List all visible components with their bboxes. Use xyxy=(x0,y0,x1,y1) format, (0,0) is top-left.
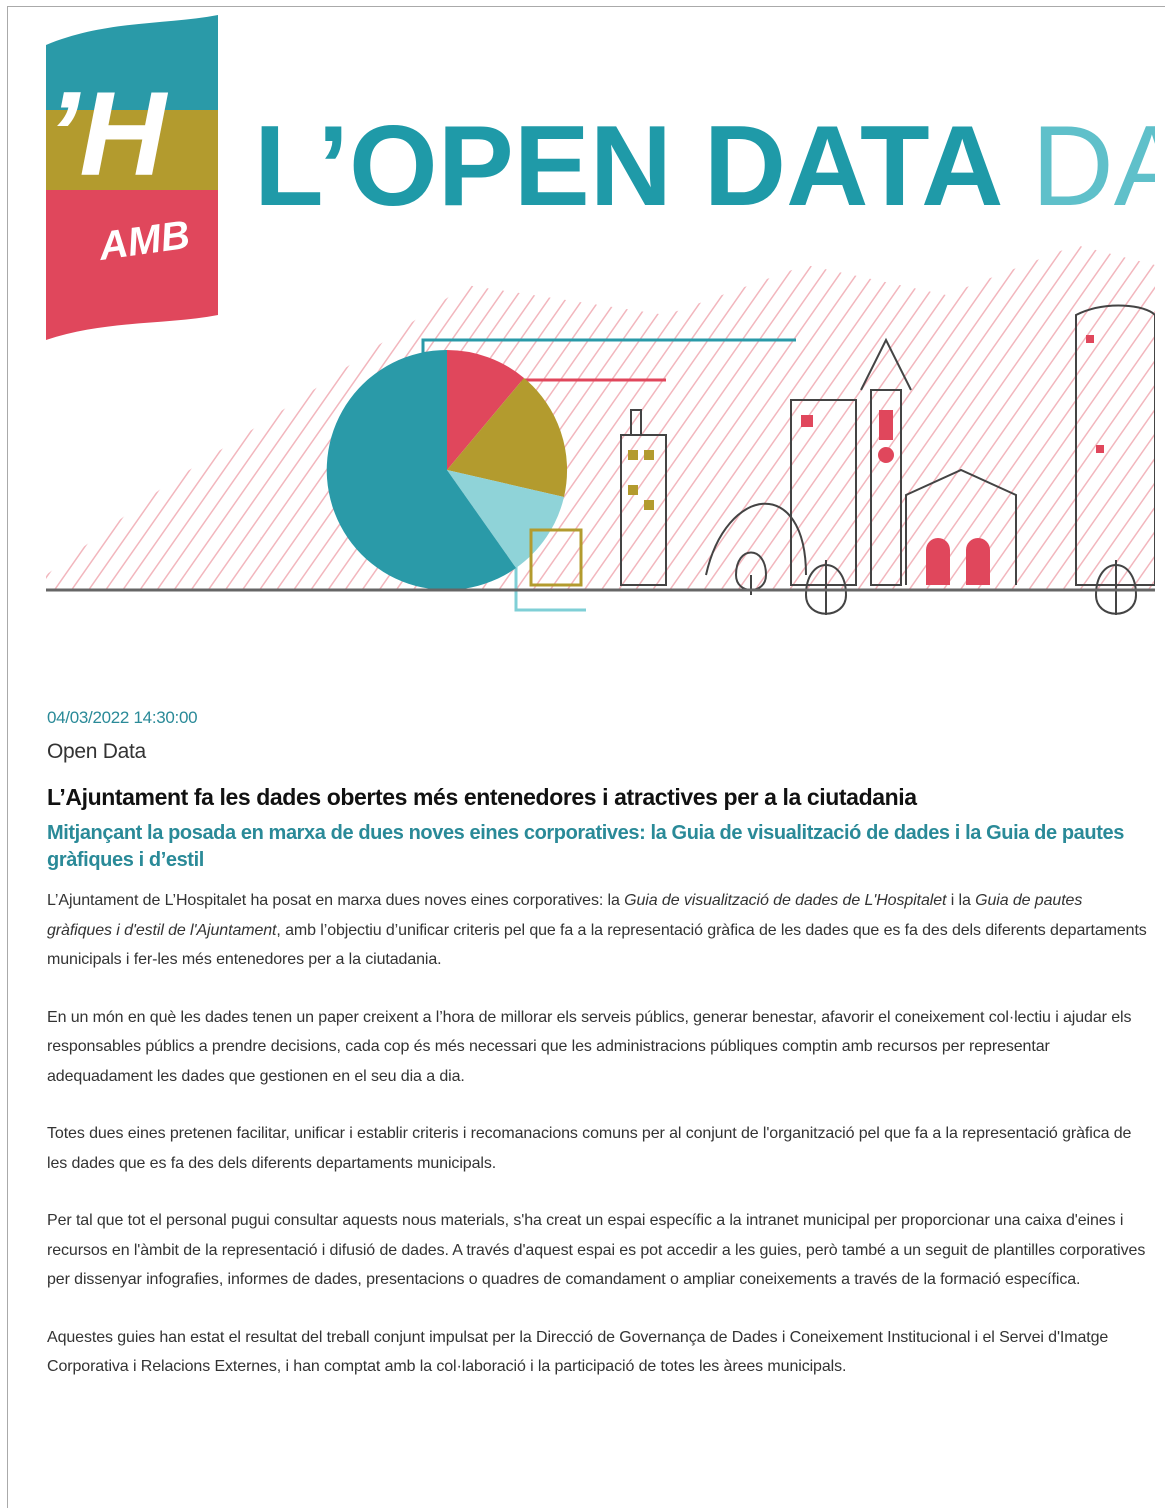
paragraph: En un món en què les dades tenen un pape… xyxy=(47,1003,1147,1092)
paragraph: Per tal que tot el personal pugui consul… xyxy=(47,1206,1147,1295)
date: 04/03/2022 14:30:00 xyxy=(47,708,198,727)
paragraph: Aquestes guies han estat el resultat del… xyxy=(47,1323,1147,1382)
text: , amb l’objectiu d’unificar criteris pel… xyxy=(47,921,1147,969)
text: En un món en què les dades tenen un pape… xyxy=(47,1008,1132,1085)
text: Totes dues eines pretenen facilitar, uni… xyxy=(47,1125,1132,1172)
paragraph: L’Ajuntament de L’Hospitalet ha posat en… xyxy=(47,886,1147,975)
text: i la xyxy=(946,892,976,909)
category: Open Data xyxy=(47,740,146,763)
logo-mark: ’H xyxy=(46,67,168,201)
article: 04/03/2022 14:30:00 Open Data L’Ajuntame… xyxy=(47,704,1147,1410)
article-body: L’Ajuntament de L’Hospitalet ha posat en… xyxy=(47,886,1147,1382)
article-title: L’Ajuntament fa les dades obertes més en… xyxy=(47,784,917,810)
banner-title: L’OPEN DATADAY xyxy=(254,103,1155,230)
italic-text: Guia de visualització de dades de L'Hosp… xyxy=(624,892,947,909)
text: Aquestes guies han estat el resultat del… xyxy=(47,1328,1109,1376)
frame xyxy=(7,6,1165,1508)
banner-title-light: DAY xyxy=(1031,103,1155,230)
text: Per tal que tot el personal pugui consul… xyxy=(47,1212,1146,1288)
paragraph: Totes dues eines pretenen facilitar, uni… xyxy=(47,1119,1147,1178)
banner-image: ’H AMB L’OPEN DATADAY xyxy=(46,15,1155,615)
italic-text: Guia de pautes gràfiques i d'estil de l'… xyxy=(47,892,1083,939)
article-subtitle: Mitjançant la posada en marxa de dues no… xyxy=(47,822,1124,871)
banner-title-bold: L’OPEN DATA xyxy=(254,103,1003,230)
text: L’Ajuntament de L’Hospitalet ha posat en… xyxy=(47,892,625,909)
